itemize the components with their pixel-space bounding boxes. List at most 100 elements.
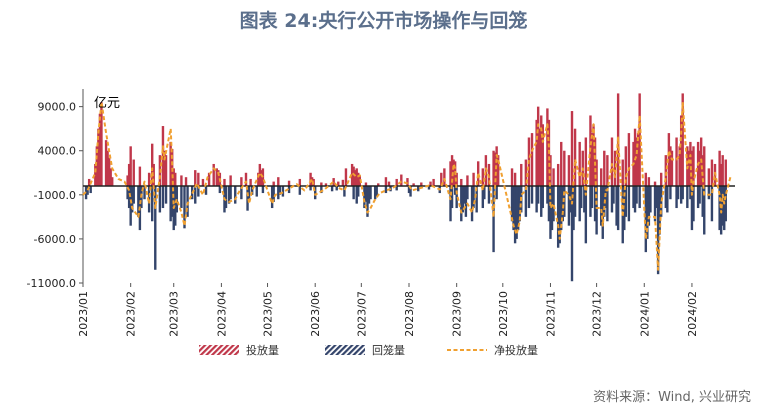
unit-label: 亿元 (94, 96, 120, 111)
y-tick-label: -6000.0 (34, 233, 76, 246)
withdraw-bar (561, 186, 564, 222)
inject-bar (126, 175, 129, 186)
inject-bar (563, 150, 566, 186)
inject-bar (664, 155, 668, 186)
inject-bar (689, 141, 692, 186)
withdraw-bar (373, 186, 377, 200)
inject-bar (95, 146, 99, 186)
inject-bar (127, 163, 131, 186)
inject-bar (341, 179, 345, 186)
inject-bar (240, 177, 243, 186)
inject-bar (384, 177, 388, 186)
withdraw-bar (516, 186, 520, 231)
net-injection-polyline (82, 101, 732, 271)
withdraw-bar (363, 186, 366, 209)
withdraw-bar (541, 186, 544, 209)
inject-bar (513, 172, 517, 186)
inject-bar (152, 163, 155, 186)
withdraw-bar (277, 186, 280, 200)
legend-swatch-withdraw (325, 345, 365, 355)
withdraw-bar (364, 186, 368, 202)
withdraw-bar (550, 186, 554, 231)
withdraw-bar (375, 186, 378, 197)
x-tick-label: 2024/02 (686, 291, 699, 337)
inject-bar (440, 172, 443, 186)
inject-bar (357, 172, 360, 186)
legend-label-inject: 投放量 (246, 343, 279, 357)
withdraw-bar (281, 186, 285, 197)
withdraw-bar (463, 186, 466, 204)
withdraw-bar (590, 186, 594, 209)
withdraw-bar (409, 186, 412, 197)
inject-bar (111, 177, 114, 186)
inject-bar (138, 166, 142, 186)
inject-bar (570, 111, 574, 186)
withdraw-bar (330, 186, 334, 192)
inject-bar (573, 128, 577, 186)
source-note: 资料来源：Wind, 兴业研究 (593, 390, 751, 405)
inject-bar (707, 168, 711, 186)
inject-bar (395, 178, 398, 186)
inject-bar (98, 113, 102, 186)
inject-bar (223, 178, 226, 186)
inject-bar (698, 150, 701, 186)
inject-bar (638, 93, 641, 186)
x-tick-label: 2023/09 (451, 291, 464, 337)
withdraw-bar (701, 186, 704, 217)
inject-bar (476, 161, 480, 186)
inject-bar (212, 163, 215, 186)
inject-bar (535, 119, 538, 186)
withdraw-bar (224, 186, 228, 209)
x-tick-label: 2023/04 (215, 291, 228, 337)
chart-title: 图表 24:央行公开市场操作与回笼 (239, 10, 528, 32)
x-tick-label: 2024/01 (638, 291, 651, 337)
withdraw-bar (524, 186, 528, 217)
inject-bar (174, 172, 177, 186)
withdraw-bar (395, 186, 398, 191)
withdraw-bar (664, 186, 668, 209)
withdraw-bar (472, 186, 475, 209)
withdraw-bar (366, 186, 369, 217)
inject-bar (132, 159, 135, 186)
x-tick-label: 2023/01 (77, 291, 90, 337)
inject-bar (87, 178, 91, 186)
x-tick-label: 2023/08 (403, 291, 416, 337)
withdraw-bar (710, 186, 714, 222)
withdraw-bar (343, 186, 346, 197)
inject-bar (644, 172, 648, 186)
inject-bar (249, 178, 252, 186)
withdraw-bar (656, 186, 660, 275)
inject-bar (681, 93, 684, 186)
withdraw-bar (666, 186, 669, 213)
withdraw-bar (584, 186, 588, 244)
inject-bar (610, 137, 614, 186)
withdraw-bar (578, 186, 581, 222)
inject-bar (332, 178, 335, 186)
inject-bar (701, 155, 704, 186)
withdraw-bar (335, 186, 338, 191)
withdraw-bar (601, 186, 604, 239)
withdraw-bar (169, 186, 172, 222)
inject-bar (429, 181, 432, 186)
inject-bar (724, 159, 727, 186)
inject-bar (669, 146, 672, 186)
withdraw-bar (644, 186, 648, 253)
withdraw-bar (450, 186, 454, 209)
withdraw-bar (161, 186, 165, 209)
inject-bar (578, 141, 581, 186)
inject-bar (106, 150, 109, 186)
inject-bar (636, 133, 640, 186)
withdraw-bar (572, 186, 575, 231)
inject-bar (184, 177, 188, 186)
x-tick-label: 2023/11 (544, 291, 557, 337)
withdraw-bar (653, 186, 657, 222)
withdraw-bar (593, 186, 597, 222)
withdraw-bar (549, 186, 552, 239)
withdraw-bar (240, 186, 243, 200)
inject-bar (194, 170, 197, 186)
withdraw-bar (536, 186, 540, 204)
withdraw-bar (638, 186, 641, 209)
inject-bar (97, 128, 100, 186)
withdraw-bar (515, 186, 518, 239)
withdraw-bar (449, 186, 452, 222)
